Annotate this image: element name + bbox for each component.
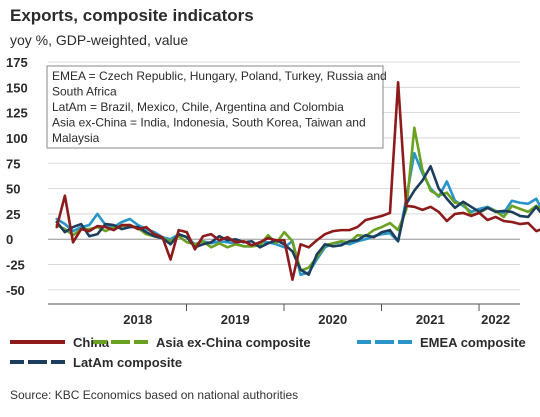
x-tick-label: 2020: [318, 312, 347, 327]
legend-label-asia-ex-china-composite: Asia ex-China composite: [156, 335, 311, 350]
y-tick-label: -50: [6, 283, 25, 298]
annotation-box: EMEA = Czech Republic, Hungary, Poland, …: [46, 65, 387, 149]
legend: China Asia ex-China composite EMEA composi…: [10, 335, 526, 370]
x-tick-label: 2018: [123, 312, 152, 327]
y-tick-label: 125: [6, 106, 28, 121]
annotation-line: Malaysia: [52, 131, 100, 145]
y-tick-label: 75: [6, 156, 20, 171]
y-tick-label: 50: [6, 182, 20, 197]
y-tick-label: 100: [6, 131, 28, 146]
annotation-line: Asia ex-China = India, Indonesia, South …: [52, 116, 366, 130]
y-tick-label: -25: [6, 258, 25, 273]
annotation-frame: [46, 65, 384, 149]
annotation-line: South Africa: [52, 85, 117, 99]
y-tick-label: 175: [6, 55, 28, 70]
chart-subtitle: yoy %, GDP-weighted, value: [10, 32, 189, 48]
legend-label-china: China: [73, 335, 110, 350]
series-line-china: [55, 80, 540, 282]
legend-label-latam-composite: LatAm composite: [73, 355, 182, 370]
x-tick-label: 2019: [221, 312, 250, 327]
source-note: Source: KBC Economics based on national …: [10, 388, 299, 402]
series-layer: [55, 80, 540, 282]
series-line-latam-composite: [55, 165, 540, 276]
y-axis-ticks: 175 150 125 100 75 50 25 0 -25 -50: [6, 55, 28, 298]
annotation-line: LatAm = Brazil, Mexico, Chile, Argentina…: [52, 100, 344, 114]
x-tick-label: 2022: [481, 312, 510, 327]
y-tick-label: 0: [6, 232, 13, 247]
x-tick-label: 2021: [416, 312, 445, 327]
y-tick-label: 25: [6, 207, 20, 222]
annotation-line: EMEA = Czech Republic, Hungary, Poland, …: [52, 69, 387, 83]
chart-title: Exports, composite indicators: [10, 6, 254, 25]
y-tick-label: 150: [6, 80, 28, 95]
legend-label-emea-composite: EMEA composite: [420, 335, 526, 350]
x-axis-ticks: 2018 2019 2020 2021 2022: [123, 312, 510, 327]
